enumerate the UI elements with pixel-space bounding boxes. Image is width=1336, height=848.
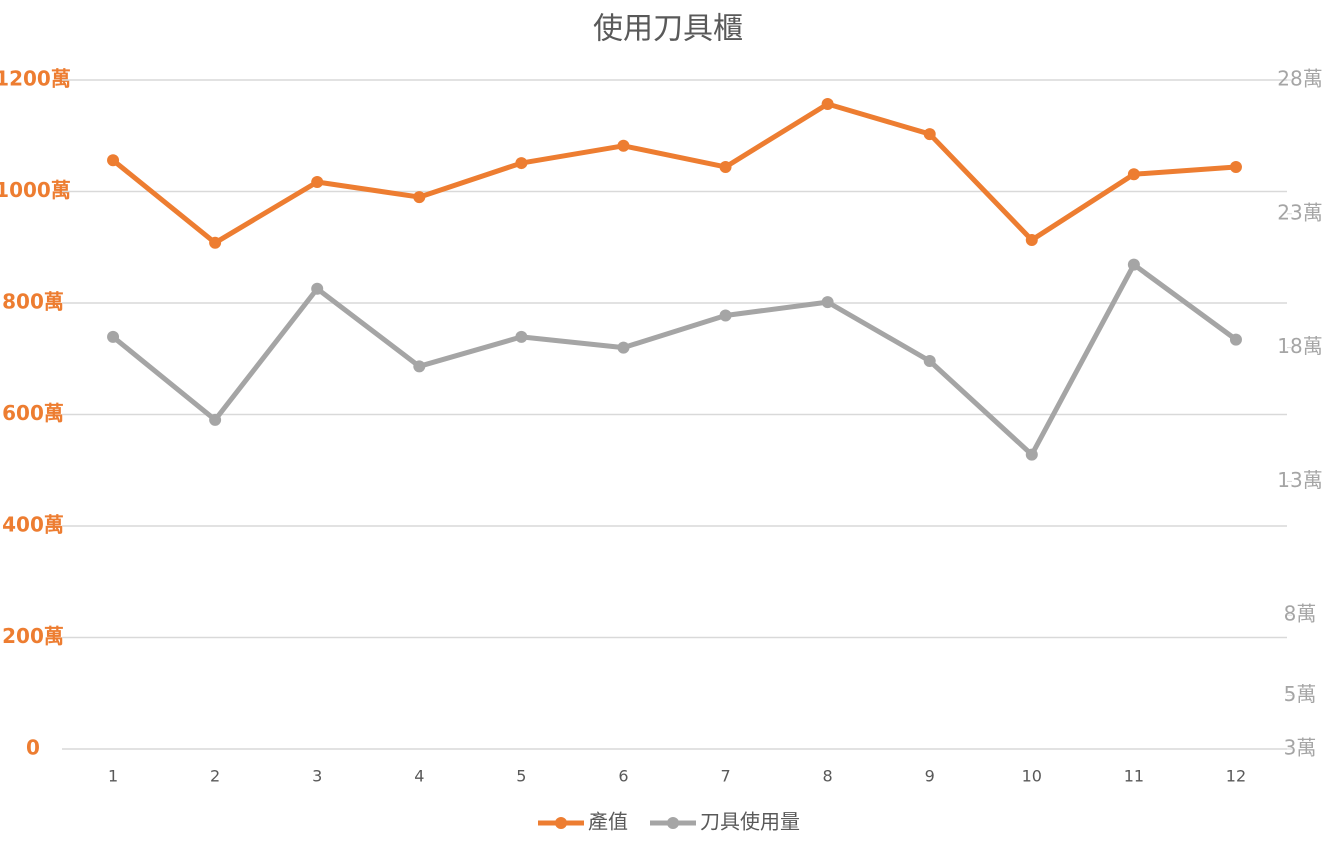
data-point xyxy=(923,128,936,141)
data-point xyxy=(413,191,426,204)
x-tick-label: 9 xyxy=(925,767,935,786)
y-tick-label: 0 xyxy=(26,736,40,760)
y2-tick-label: 13萬 xyxy=(1277,468,1322,492)
x-tick-label: 12 xyxy=(1226,767,1246,786)
data-point xyxy=(107,154,120,167)
data-point xyxy=(311,282,324,295)
y-tick-label: 600萬 xyxy=(2,401,64,425)
y-tick-label: 400萬 xyxy=(2,513,64,537)
y-tick-label: 800萬 xyxy=(2,290,64,314)
y-tick-label: 200萬 xyxy=(2,624,64,648)
data-point xyxy=(923,354,936,367)
y2-tick-label: 23萬 xyxy=(1277,200,1322,224)
data-point xyxy=(209,413,222,426)
y2-tick-label: 18萬 xyxy=(1277,334,1322,358)
data-point xyxy=(1229,160,1242,173)
data-point xyxy=(1025,234,1038,247)
data-point xyxy=(617,139,630,152)
x-tick-label: 2 xyxy=(210,767,220,786)
legend-marker xyxy=(555,817,567,829)
y-tick-label: 1200萬 xyxy=(0,67,71,91)
data-point xyxy=(719,309,732,322)
data-point xyxy=(413,360,426,373)
x-tick-label: 8 xyxy=(823,767,833,786)
y-tick-label: 1000萬 xyxy=(0,178,71,202)
series-line xyxy=(111,262,1238,458)
x-tick-label: 4 xyxy=(414,767,424,786)
legend-label: 刀具使用量 xyxy=(700,810,800,834)
data-point xyxy=(107,330,120,343)
data-point xyxy=(515,157,528,170)
y2-tick-label: 3萬 xyxy=(1284,736,1317,760)
legend-label: 產值 xyxy=(588,810,628,834)
data-point xyxy=(1127,258,1140,271)
data-point xyxy=(1127,168,1140,181)
data-point xyxy=(617,341,630,354)
y2-tick-label: 5萬 xyxy=(1284,682,1317,706)
data-point xyxy=(1025,448,1038,461)
series-line xyxy=(111,101,1237,246)
x-tick-label: 5 xyxy=(516,767,526,786)
x-tick-label: 6 xyxy=(618,767,628,786)
x-tick-label: 3 xyxy=(312,767,322,786)
x-tick-label: 10 xyxy=(1022,767,1042,786)
data-point xyxy=(1229,333,1242,346)
chart-title: 使用刀具櫃 xyxy=(593,12,743,47)
data-point xyxy=(719,160,732,173)
data-point xyxy=(821,296,834,309)
x-tick-label: 7 xyxy=(720,767,730,786)
data-point xyxy=(311,176,324,189)
x-tick-label: 1 xyxy=(108,767,118,786)
y2-tick-label: 8萬 xyxy=(1284,602,1317,626)
data-point xyxy=(515,330,528,343)
legend-marker xyxy=(667,817,679,829)
y2-tick-label: 28萬 xyxy=(1277,67,1322,91)
data-point xyxy=(821,97,834,110)
data-point xyxy=(209,236,222,249)
x-tick-label: 11 xyxy=(1124,767,1144,786)
